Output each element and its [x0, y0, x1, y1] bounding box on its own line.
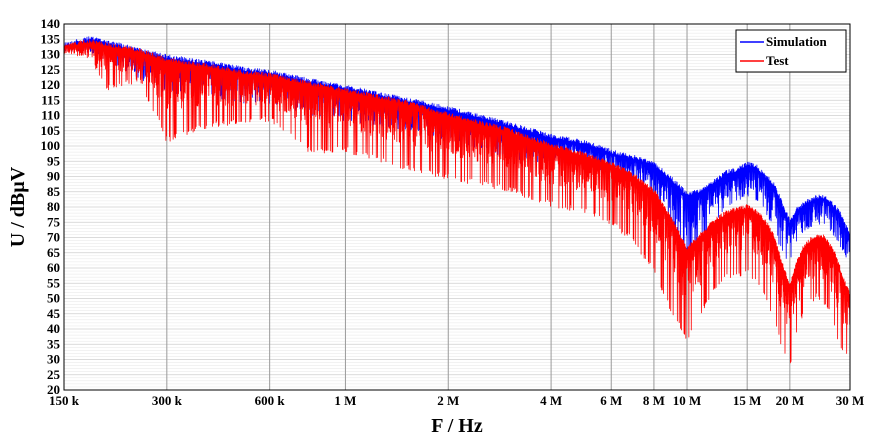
y-axis-ticks: 2025303540455055606570758085909510010511…: [41, 16, 61, 397]
y-tick-label: 35: [47, 336, 61, 351]
y-tick-label: 135: [41, 31, 61, 46]
x-tick-label: 30 M: [836, 393, 865, 408]
y-tick-label: 75: [47, 214, 61, 229]
x-tick-label: 10 M: [673, 393, 702, 408]
x-tick-label: 2 M: [437, 393, 459, 408]
x-tick-label: 20 M: [776, 393, 805, 408]
x-tick-label: 300 k: [152, 393, 183, 408]
legend: Simulation Test: [735, 29, 847, 73]
plot-frame: [63, 23, 851, 391]
y-tick-label: 140: [41, 16, 61, 31]
x-axis-ticks: 150 k 300 k 600 k 1 M 2 M 4 M 6 M 8 M 10 M 15 M 20…: [49, 393, 864, 408]
x-tick-label: 8 M: [643, 393, 665, 408]
y-tick-label: 50: [47, 291, 60, 306]
x-tick-label: 150 k: [49, 393, 80, 408]
x-tick-label: 1 M: [334, 393, 356, 408]
x-tick-label: 6 M: [600, 393, 622, 408]
legend-box: [735, 29, 847, 73]
y-tick-label: 70: [47, 230, 60, 245]
y-tick-label: 110: [41, 108, 60, 123]
y-tick-label: 125: [41, 62, 61, 77]
y-tick-label: 55: [47, 275, 61, 290]
y-tick-label: 130: [41, 47, 61, 62]
y-tick-label: 85: [47, 184, 61, 199]
series-layer: [63, 36, 851, 364]
y-tick-label: 60: [47, 260, 60, 275]
y-tick-label: 120: [41, 77, 61, 92]
y-tick-label: 65: [47, 245, 61, 260]
y-tick-label: 40: [47, 321, 60, 336]
y-tick-label: 115: [41, 92, 60, 107]
y-tick-label: 80: [47, 199, 60, 214]
series-line-test: [63, 39, 851, 364]
legend-label-test: Test: [766, 53, 789, 68]
y-tick-label: 20: [47, 382, 60, 397]
y-axis-title: U / dBµV: [7, 166, 29, 247]
y-tick-label: 95: [47, 153, 61, 168]
legend-label-simulation: Simulation: [766, 34, 827, 49]
y-tick-label: 90: [47, 169, 60, 184]
y-tick-label: 25: [47, 367, 61, 382]
x-axis-title: F / Hz: [431, 415, 483, 437]
y-tick-label: 45: [47, 306, 61, 321]
y-tick-label: 105: [41, 123, 61, 138]
y-tick-label: 30: [47, 352, 60, 367]
x-tick-label: 4 M: [540, 393, 562, 408]
y-tick-label: 100: [41, 138, 61, 153]
x-tick-label: 600 k: [255, 393, 286, 408]
x-tick-label: 15 M: [733, 393, 762, 408]
